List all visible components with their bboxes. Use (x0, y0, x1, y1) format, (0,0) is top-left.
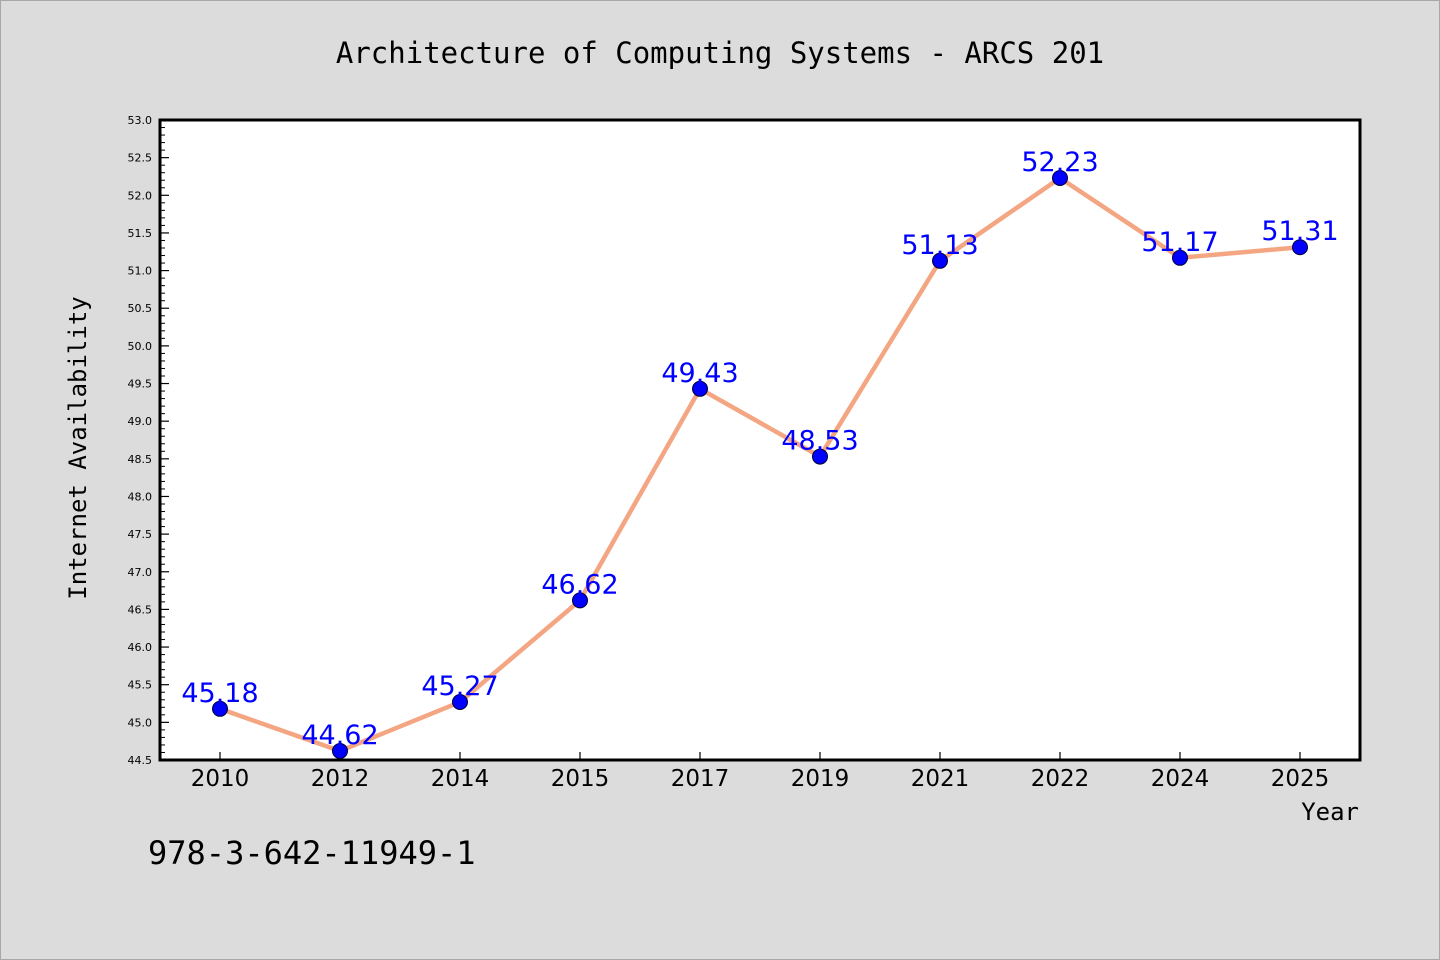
y-tick-label: 50.0 (128, 340, 153, 353)
data-point (1292, 239, 1308, 256)
y-tick-label: 46.5 (128, 603, 153, 616)
chart-title: Architecture of Computing Systems - ARCS… (336, 36, 1104, 70)
y-tick-label: 52.5 (128, 152, 153, 165)
x-tick-label: 2012 (311, 766, 370, 792)
y-tick-label: 47.5 (128, 528, 153, 541)
x-axis-label: Year (1301, 798, 1359, 826)
y-tick-label: 46.0 (128, 641, 153, 654)
data-label: 48.53 (781, 426, 858, 457)
data-point (932, 252, 948, 269)
data-label: 45.27 (421, 671, 498, 702)
x-tick-label: 2010 (191, 766, 250, 792)
data-label: 45.18 (181, 678, 258, 709)
data-label: 46.62 (541, 569, 618, 600)
y-tick-label: 48.5 (128, 453, 153, 466)
y-axis: 44.5 45.0 45.5 46.0 46.5 47.0 47.5 48.0 48.5 49.0… (128, 114, 169, 767)
isbn-annotation: 978-3-642-11949-1 (148, 834, 476, 872)
data-label: 52.23 (1021, 147, 1098, 178)
data-point (212, 700, 228, 717)
y-tick-label: 45.5 (128, 679, 153, 692)
y-tick-label: 50.5 (128, 302, 153, 315)
y-axis-label: Internet Availability (64, 296, 92, 599)
y-tick-label: 48.0 (128, 490, 153, 503)
x-tick-label: 2015 (551, 766, 610, 792)
data-label: 51.13 (901, 230, 978, 261)
y-tick-label: 45.0 (128, 716, 153, 729)
data-point (1052, 169, 1068, 186)
data-point (452, 694, 468, 711)
data-point (332, 742, 348, 759)
data-point (812, 448, 828, 465)
plot-border (158, 118, 1362, 762)
x-tick-label: 2021 (911, 766, 970, 792)
data-label: 51.17 (1141, 227, 1218, 258)
x-tick-label: 2022 (1031, 766, 1090, 792)
y-tick-label: 44.5 (128, 754, 153, 767)
y-tick-label: 47.0 (128, 566, 153, 579)
data-label: 51.31 (1261, 216, 1338, 247)
data-label: 49.43 (661, 358, 738, 389)
x-tick-label: 2024 (1151, 766, 1210, 792)
y-tick-label: 51.0 (128, 265, 153, 278)
y-tick-label: 49.5 (128, 378, 153, 391)
y-tick-label: 53.0 (128, 114, 153, 127)
data-labels: 45.18 44.62 45.27 46.62 49.43 48.53 51.13 52.23… (181, 147, 1338, 751)
y-tick-label: 52.0 (128, 189, 153, 202)
data-markers (212, 169, 1308, 759)
data-point (1172, 249, 1188, 266)
x-axis: 2010 2012 2014 2015 2017 2019 2021 2022 2024 2025 (191, 752, 1330, 792)
x-tick-label: 2017 (671, 766, 730, 792)
y-tick-label: 49.0 (128, 415, 153, 428)
data-point (572, 592, 588, 609)
series-line (219, 175, 1301, 754)
x-tick-label: 2025 (1271, 766, 1330, 792)
data-label: 44.62 (301, 720, 378, 751)
x-tick-label: 2019 (791, 766, 850, 792)
x-tick-label: 2014 (431, 766, 490, 792)
y-tick-label: 51.5 (128, 227, 153, 240)
plot-area (160, 120, 1360, 760)
data-point (692, 380, 708, 397)
